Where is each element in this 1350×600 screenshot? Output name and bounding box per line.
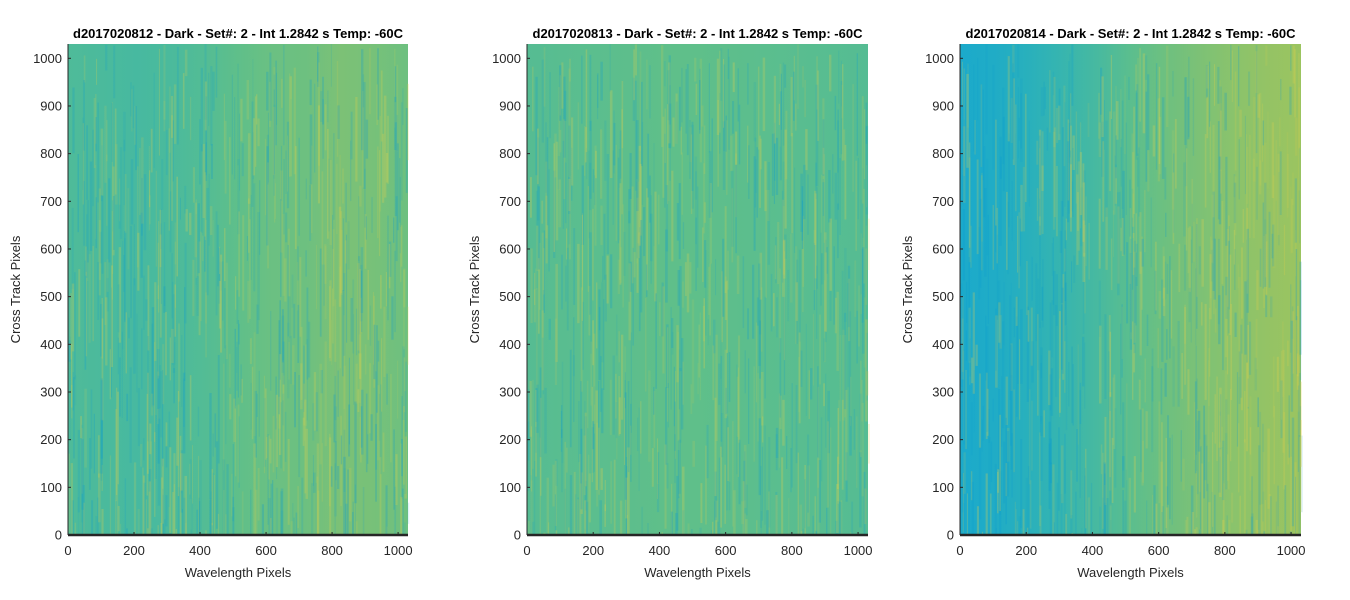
- chart-panel-2: 0 100 200 300 400 500 600 700 800 900 1000 0 200 400 6…: [467, 26, 873, 580]
- x-axis-label: Wavelength Pixels: [644, 565, 751, 580]
- y-tick-label: 500: [40, 289, 62, 304]
- y-tick-label: 700: [499, 194, 521, 209]
- y-tick-label: 600: [932, 241, 954, 256]
- heatmap-texture: [527, 44, 870, 535]
- y-tick-label: 0: [55, 528, 62, 543]
- y-axis-label: Cross Track Pixels: [900, 235, 915, 343]
- x-tick-label: 200: [1015, 543, 1037, 558]
- x-tick-label: 400: [189, 543, 211, 558]
- chart-title: d2017020812 - Dark - Set#: 2 - Int 1.284…: [73, 26, 404, 41]
- y-tick-label: 400: [40, 337, 62, 352]
- heatmap-image: [68, 44, 408, 535]
- y-tick-label: 800: [499, 146, 521, 161]
- x-tick-label: 0: [64, 543, 71, 558]
- chart-title: d2017020814 - Dark - Set#: 2 - Int 1.284…: [966, 26, 1297, 41]
- chart-panel-1: 0 100 200 300 400 500 600 700 800 900 1000 0 200 400 6…: [8, 26, 413, 580]
- y-tick-label: 900: [932, 98, 954, 113]
- y-tick-label: 0: [514, 528, 521, 543]
- y-tick-label: 100: [932, 480, 954, 495]
- x-tick-label: 1000: [1277, 543, 1306, 558]
- x-tick-label: 200: [582, 543, 604, 558]
- y-tick-label: 1000: [33, 51, 62, 66]
- y-tick-label: 300: [932, 384, 954, 399]
- y-tick-label: 200: [932, 432, 954, 447]
- y-tick-label: 1000: [492, 51, 521, 66]
- y-tick-label: 800: [40, 146, 62, 161]
- x-tick-label: 800: [1214, 543, 1236, 558]
- y-tick-label: 500: [499, 289, 521, 304]
- y-tick-label: 100: [499, 480, 521, 495]
- x-tick-label: 200: [123, 543, 145, 558]
- y-tick-label: 0: [947, 528, 954, 543]
- y-tick-label: 1000: [925, 51, 954, 66]
- y-tick-label: 200: [40, 432, 62, 447]
- y-tick-label: 500: [932, 289, 954, 304]
- x-tick-label: 400: [1082, 543, 1104, 558]
- x-tick-label: 0: [523, 543, 530, 558]
- y-tick-label: 300: [40, 384, 62, 399]
- x-tick-label: 1000: [844, 543, 873, 558]
- heatmap-image: [527, 44, 868, 535]
- x-tick-label: 800: [781, 543, 803, 558]
- y-tick-label: 900: [40, 98, 62, 113]
- y-tick-label: 400: [932, 337, 954, 352]
- y-tick-label: 800: [932, 146, 954, 161]
- x-tick-label: 1000: [384, 543, 413, 558]
- y-tick-label: 600: [40, 241, 62, 256]
- y-tick-label: 600: [499, 241, 521, 256]
- y-tick-label: 700: [932, 194, 954, 209]
- heatmap-texture: [68, 44, 410, 535]
- chart-panel-3: 0 100 200 300 400 500 600 700 800 900 1000 0 200 400 6…: [900, 26, 1306, 580]
- y-tick-label: 300: [499, 384, 521, 399]
- x-tick-label: 600: [1148, 543, 1170, 558]
- x-axis-label: Wavelength Pixels: [185, 565, 292, 580]
- x-tick-label: 400: [649, 543, 671, 558]
- y-tick-label: 200: [499, 432, 521, 447]
- y-tick-label: 400: [499, 337, 521, 352]
- x-tick-label: 800: [321, 543, 343, 558]
- x-axis-label: Wavelength Pixels: [1077, 565, 1184, 580]
- y-axis-label: Cross Track Pixels: [467, 235, 482, 343]
- x-tick-label: 600: [255, 543, 277, 558]
- x-tick-label: 600: [715, 543, 737, 558]
- chart-title: d2017020813 - Dark - Set#: 2 - Int 1.284…: [533, 26, 864, 41]
- y-tick-label: 100: [40, 480, 62, 495]
- y-tick-label: 700: [40, 194, 62, 209]
- y-tick-label: 900: [499, 98, 521, 113]
- heatmap-image: [960, 44, 1301, 535]
- y-axis-label: Cross Track Pixels: [8, 235, 23, 343]
- x-tick-label: 0: [956, 543, 963, 558]
- heatmap-texture: [960, 44, 1303, 535]
